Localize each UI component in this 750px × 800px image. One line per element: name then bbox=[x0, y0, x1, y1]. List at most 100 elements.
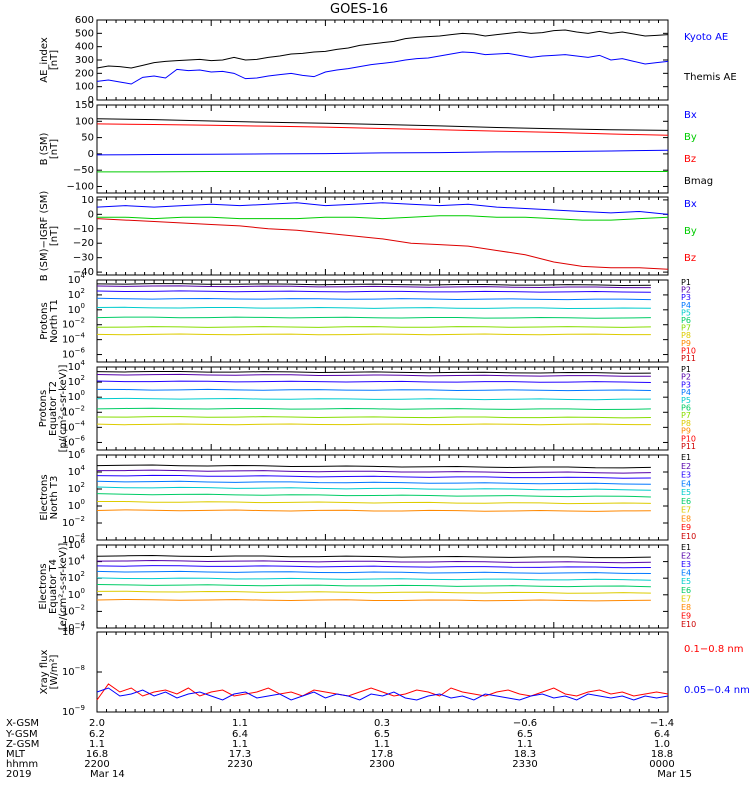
y-tick-label: 0 bbox=[88, 209, 94, 220]
x-axis-value: 1.1 bbox=[374, 739, 390, 750]
legend-channel-P1: P1 bbox=[681, 278, 691, 287]
channel-line-E4 bbox=[96, 480, 651, 485]
y-tick-label: 100 bbox=[68, 498, 85, 512]
x-axis-value: 6.5 bbox=[374, 729, 390, 740]
legend-channel-P6: P6 bbox=[681, 316, 691, 325]
panel-frame-3 bbox=[96, 196, 669, 276]
y-axis-label: North T1 bbox=[49, 299, 60, 343]
y-tick-label: 104 bbox=[68, 359, 86, 373]
channel-line-P4 bbox=[96, 388, 651, 392]
legend-channel-P11: P11 bbox=[681, 442, 696, 451]
channel-line-P3 bbox=[96, 290, 651, 293]
y-axis-label: Protons bbox=[38, 390, 49, 427]
legend-channel-E9: E9 bbox=[681, 523, 691, 532]
y-tick-label: 400 bbox=[75, 42, 94, 53]
channel-line-E5 bbox=[96, 577, 651, 581]
y-axis-label: North T3 bbox=[49, 476, 60, 520]
y-tick-label: 100 bbox=[68, 389, 85, 403]
y-tick-label: −20 bbox=[73, 238, 94, 249]
channel-line-P8 bbox=[96, 423, 651, 426]
channel-line-P3 bbox=[96, 380, 651, 383]
legend-channel-P6: P6 bbox=[681, 404, 691, 413]
channel-line-P2 bbox=[96, 373, 651, 377]
channel-line-E4 bbox=[96, 570, 651, 575]
x-row-label: X-GSM bbox=[6, 718, 39, 729]
legend-channel-E3: E3 bbox=[681, 471, 691, 480]
x-axis-value: −0.6 bbox=[513, 718, 537, 729]
y-tick-label: 0 bbox=[88, 95, 94, 106]
legend-channel-P8: P8 bbox=[681, 419, 691, 428]
x-axis-value: 18.8 bbox=[651, 749, 673, 760]
y-axis-label: Xray flux bbox=[39, 650, 50, 695]
y-tick-label: 10−4 bbox=[62, 419, 86, 433]
x-axis-value: 6.2 bbox=[89, 729, 105, 740]
y-tick-label: −100 bbox=[67, 181, 94, 192]
y-axis-label: [W/m²] bbox=[49, 654, 60, 689]
legend-channel-P7: P7 bbox=[681, 324, 691, 333]
series-line-Bmag bbox=[96, 118, 669, 131]
legend-channel-P3: P3 bbox=[681, 293, 691, 302]
legend-channel-E7: E7 bbox=[681, 594, 691, 603]
y-tick-label: 10−9 bbox=[62, 704, 85, 718]
legend-channel-P10: P10 bbox=[681, 434, 696, 443]
y-axis-label: [nT] bbox=[49, 139, 60, 159]
legend-channel-E8: E8 bbox=[681, 514, 691, 523]
channel-line-E6 bbox=[96, 493, 651, 498]
channel-line-P4 bbox=[96, 297, 651, 301]
channel-line-P1 bbox=[96, 370, 651, 374]
legend-channel-E6: E6 bbox=[681, 586, 691, 595]
channel-line-E1 bbox=[96, 464, 651, 469]
channel-line-P8 bbox=[96, 333, 651, 336]
legend-bx: Bx bbox=[684, 110, 697, 121]
x-row-label: Y-GSM bbox=[5, 729, 38, 740]
y-tick-label: 104 bbox=[68, 554, 86, 568]
channel-line-P5 bbox=[96, 306, 651, 310]
legend-channel-P3: P3 bbox=[681, 380, 691, 389]
y-axis-label: Equator T2 bbox=[48, 381, 59, 436]
channel-line-E2 bbox=[96, 469, 651, 474]
y-tick-label: 100 bbox=[68, 302, 85, 316]
y-tick-label: 0 bbox=[88, 149, 94, 160]
channel-line-E8 bbox=[96, 598, 651, 602]
channel-line-P6 bbox=[96, 407, 651, 410]
series-line-0-05-0-4-nm bbox=[96, 687, 669, 701]
legend-channel-E6: E6 bbox=[681, 497, 691, 506]
legend-channel-P2: P2 bbox=[681, 373, 691, 382]
series-line-Kyoto-AE bbox=[96, 51, 669, 85]
legend-channel-P4: P4 bbox=[681, 301, 691, 310]
y-tick-label: 10−6 bbox=[62, 347, 86, 361]
legend-xray-short: 0.05−0.4 nm bbox=[684, 685, 750, 696]
legend-channel-E1: E1 bbox=[681, 543, 691, 552]
x-axis-value: 1.0 bbox=[654, 739, 670, 750]
x-axis-value: 1.1 bbox=[232, 739, 248, 750]
x-axis-value: 0000 bbox=[649, 759, 674, 770]
panel-frame-4 bbox=[96, 279, 669, 363]
y-tick-label: 10−4 bbox=[62, 620, 86, 634]
channel-line-P6 bbox=[96, 316, 651, 319]
y-axis-label: Protons bbox=[39, 302, 50, 339]
y-axis-label: [nT] bbox=[49, 50, 60, 70]
legend-channel-P9: P9 bbox=[681, 339, 691, 348]
x-row-label: 2019 bbox=[6, 769, 31, 780]
x-axis-value: Mar 15 bbox=[657, 769, 692, 780]
series-line-By bbox=[97, 215, 669, 221]
y-tick-label: 10 bbox=[81, 195, 94, 206]
plot-title: GOES-16 bbox=[330, 2, 389, 17]
y-tick-label: 100 bbox=[75, 82, 94, 93]
legend-channel-E4: E4 bbox=[681, 569, 691, 578]
y-tick-label: 10−4 bbox=[62, 532, 86, 546]
y-axis-label: Electrons bbox=[38, 563, 49, 609]
x-axis-value: 17.8 bbox=[371, 749, 393, 760]
series-line-0-1-0-8-nm bbox=[96, 683, 669, 701]
channel-line-E8 bbox=[96, 509, 651, 512]
y-axis-label: [e/(cm²-s-sr-keV)] bbox=[58, 543, 69, 631]
legend-channel-E3: E3 bbox=[681, 560, 691, 569]
y-tick-label: 104 bbox=[68, 272, 86, 286]
x-axis-value: 2230 bbox=[227, 759, 252, 770]
x-axis-value: 16.8 bbox=[86, 749, 108, 760]
x-axis-value: Mar 14 bbox=[90, 769, 125, 780]
series-line-Bx bbox=[96, 202, 669, 215]
y-tick-label: 10−2 bbox=[62, 317, 85, 331]
y-axis-label: B (SM) bbox=[39, 132, 50, 165]
